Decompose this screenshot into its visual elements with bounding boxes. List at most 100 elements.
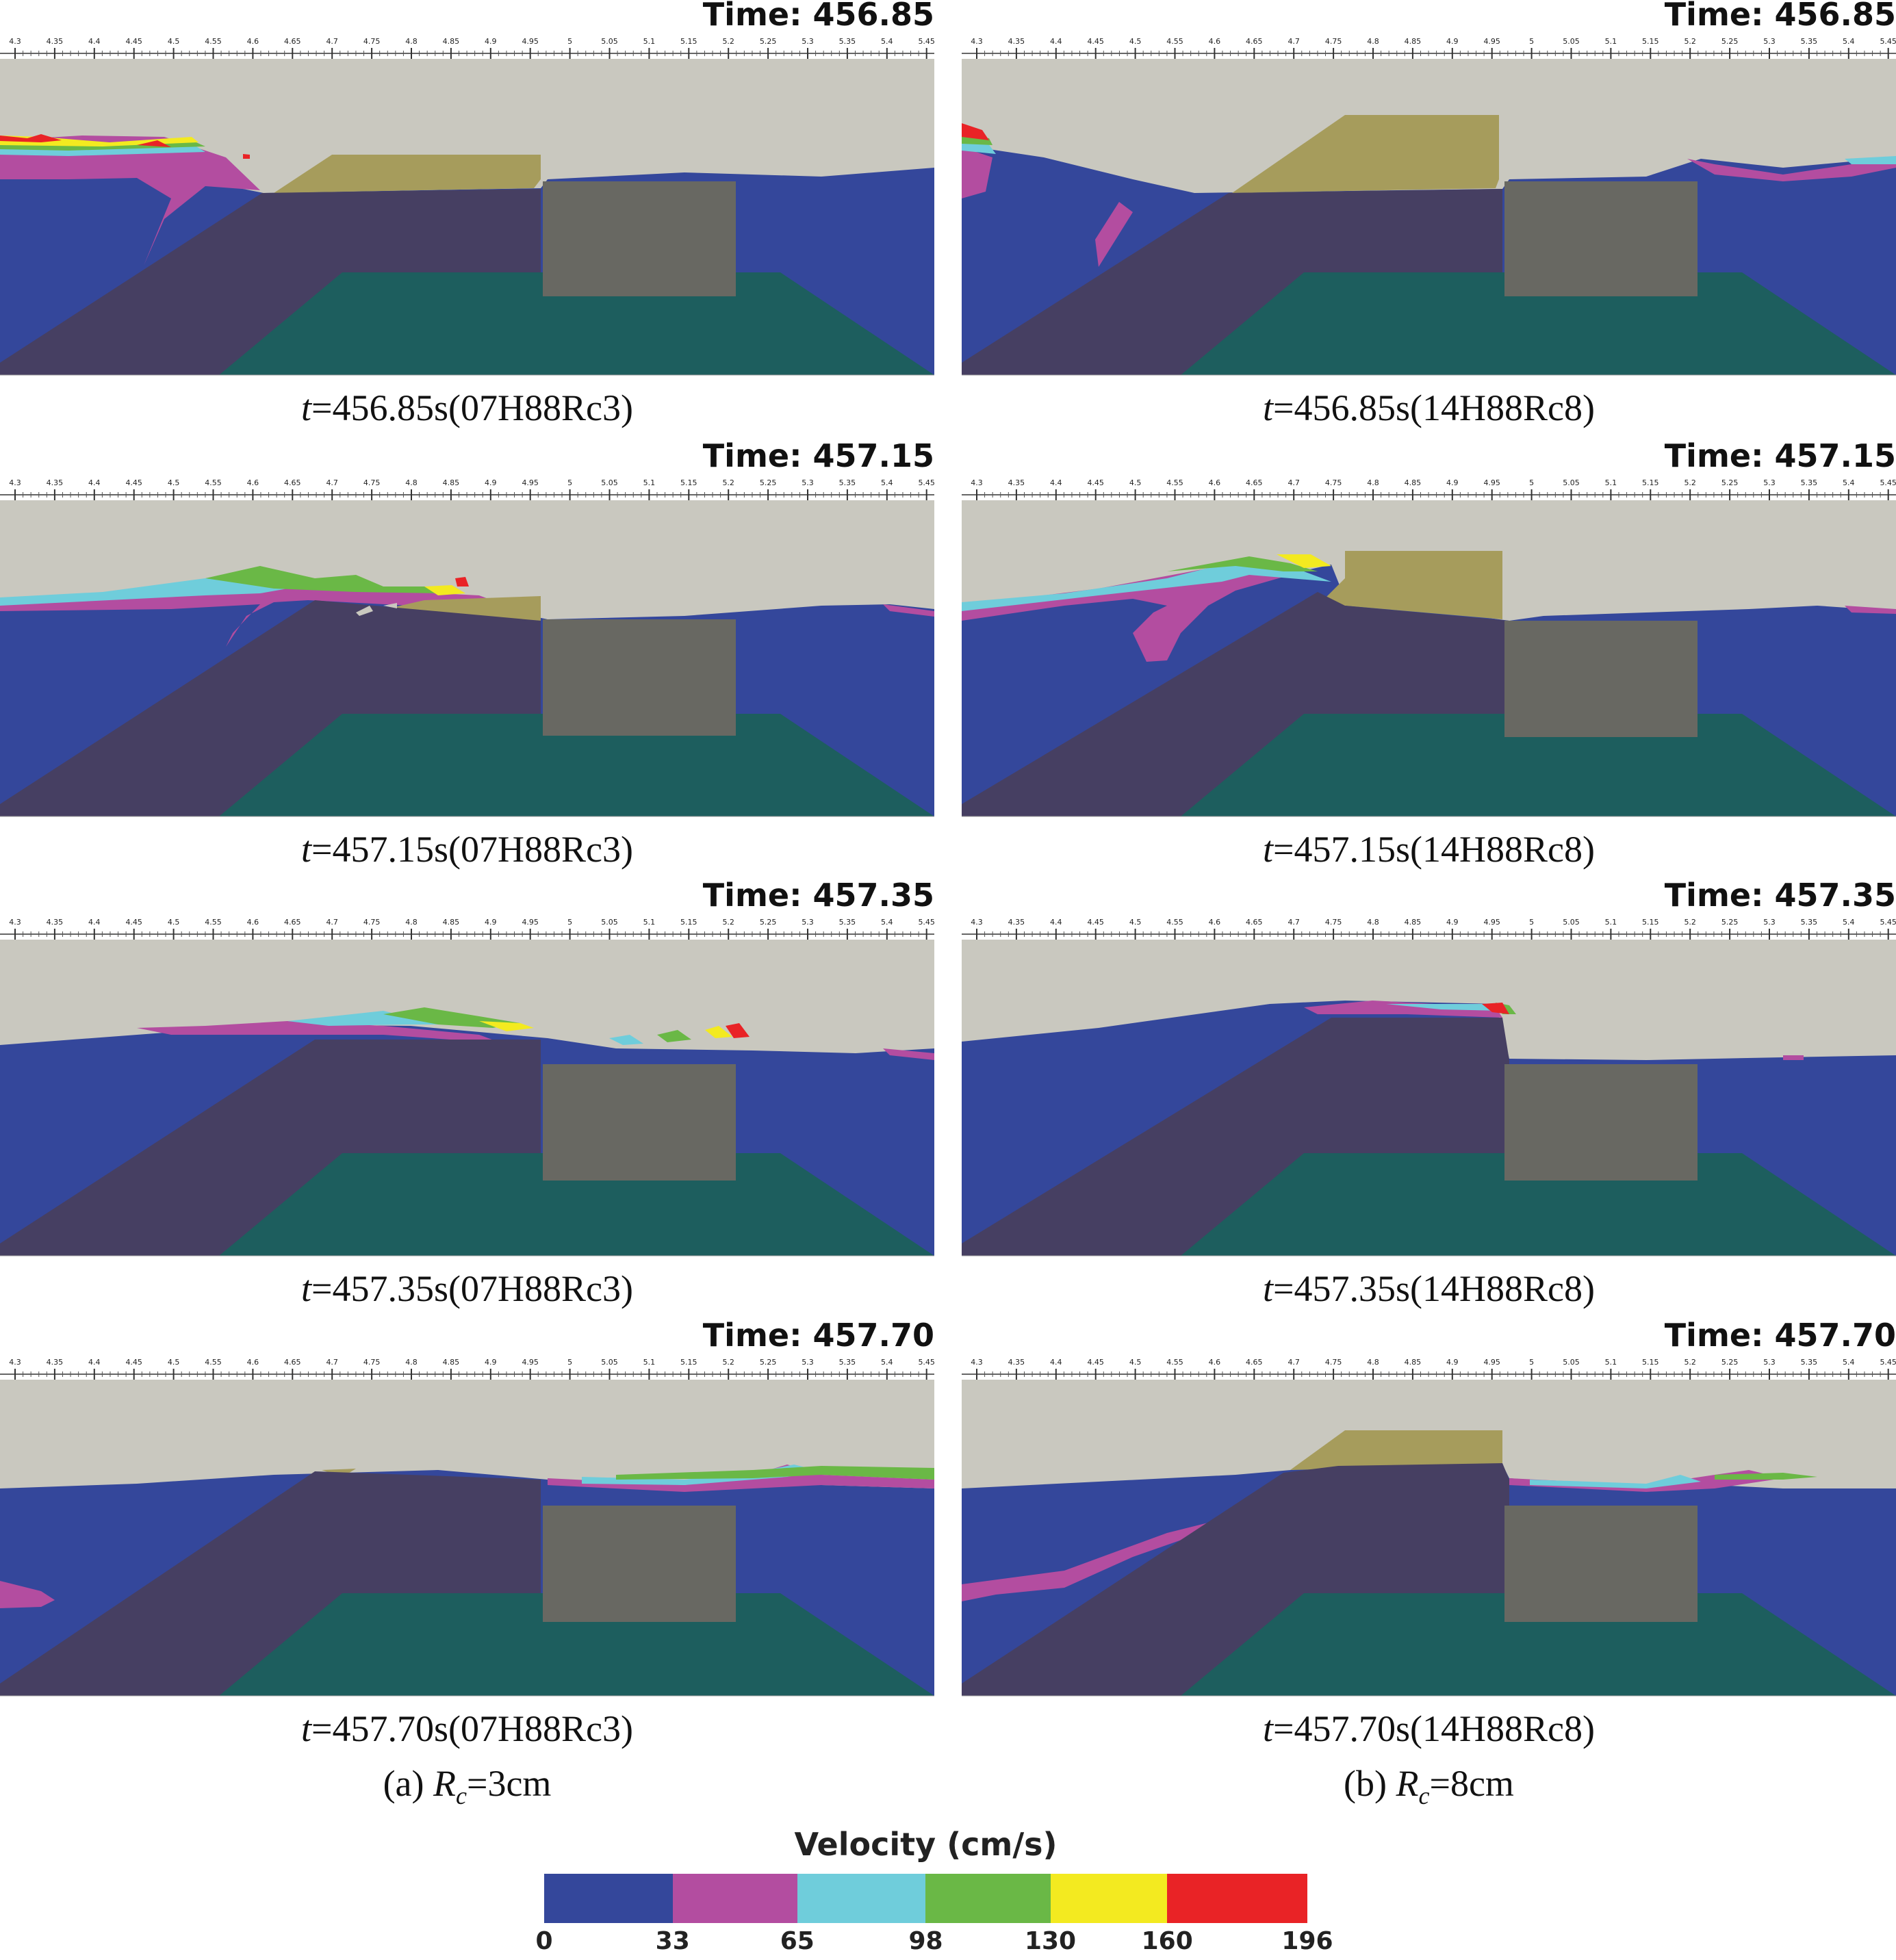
ruler-tick-label: 4.6 — [1209, 37, 1221, 46]
ruler-tick-label: 5.25 — [760, 1358, 777, 1367]
ruler-tick-label: 5.1 — [1605, 37, 1617, 46]
time-label: Time: 456.85 — [1664, 0, 1896, 33]
ruler-tick-label: 5.45 — [918, 37, 935, 46]
ruler-tick-label: 5.15 — [680, 478, 697, 487]
ruler-tick-label: 5.05 — [1563, 918, 1580, 927]
column-caption-prefix: (b) — [1344, 1763, 1387, 1804]
ruler-tick-label: 4.8 — [405, 37, 418, 46]
ruler-tick-label: 4.65 — [1246, 1358, 1263, 1367]
ruler-tick-label: 5.15 — [680, 918, 697, 927]
axis-ruler: 4.3 4.35 4.4 4.45 4.5 4.55 4.6 4.65 4.7 4.75 4.8 4.… — [962, 37, 1896, 59]
ruler-tick-label: 4.45 — [1087, 1358, 1104, 1367]
ruler-tick-label: 5 — [567, 478, 572, 487]
seabed — [219, 1153, 934, 1256]
ruler-tick-label: 5 — [567, 37, 572, 46]
velocity-band-98-130 — [616, 1466, 934, 1480]
ruler-tick-label: 5.4 — [1843, 478, 1855, 487]
ruler-tick-label: 5.4 — [1843, 37, 1855, 46]
panel-b-t4: Time: 457.70 4.3 4.35 4.4 4.45 4.5 4.55 4.6 4.6… — [962, 1317, 1896, 1749]
ruler-tick-label: 5 — [1529, 1358, 1534, 1367]
time-label: Time: 457.15 — [702, 437, 934, 474]
ruler-tick-label: 5.1 — [1605, 1358, 1617, 1367]
ruler-tick-label: 4.4 — [88, 1358, 101, 1367]
axis-ruler: 4.3 4.35 4.4 4.45 4.5 4.55 4.6 4.65 4.7 4.75 4.8 4.… — [962, 1358, 1896, 1380]
ruler-tick-label: 4.7 — [1288, 478, 1300, 487]
ruler-tick-label: 5.05 — [1563, 478, 1580, 487]
ruler-tick-label: 4.75 — [1325, 1358, 1342, 1367]
legend-tick-label: 65 — [780, 1927, 815, 1955]
velocity-band-65-98 — [1386, 1004, 1502, 1011]
panel-caption: t=456.85s(14H88Rc8) — [962, 387, 1896, 429]
ruler-tick-label: 4.3 — [9, 37, 21, 46]
panel-a-t3: Time: 457.35 4.3 4.35 4.4 4.45 4.5 4.55 4.6 4.6… — [0, 877, 935, 1309]
ruler-tick-label: 4.75 — [363, 1358, 381, 1367]
seabed — [219, 1593, 934, 1696]
column-caption-a: (a) Rc=3cm — [0, 1762, 934, 1810]
column-caption-b: (b) Rc=8cm — [962, 1762, 1896, 1810]
ruler-tick-label: 4.9 — [1446, 478, 1459, 487]
time-label: Time: 457.35 — [702, 877, 934, 914]
velocity-band-130-160 — [479, 1021, 732, 1038]
velocity-band-33-65 — [0, 1465, 934, 1608]
ruler-tick-label: 4.85 — [443, 478, 460, 487]
velocity-band-98-130 — [383, 1007, 691, 1042]
legend-swatch — [544, 1874, 673, 1923]
ruler-tick-label: 5.4 — [881, 1358, 893, 1367]
ruler-tick-label: 5 — [567, 918, 572, 927]
velocity-band-65-98 — [0, 578, 287, 606]
caption-time-var: t — [301, 387, 312, 428]
ruler-tick-label: 4.9 — [1446, 1358, 1459, 1367]
ruler-tick-label: 4.8 — [1367, 478, 1379, 487]
ruler-tick-label: 4.65 — [284, 37, 301, 46]
ruler-tick-label: 4.85 — [1405, 918, 1422, 927]
ruler-tick-label: 4.8 — [1367, 1358, 1379, 1367]
ruler-tick-label: 4.5 — [168, 37, 180, 46]
simulation-frame: 4.3 4.35 4.4 4.45 4.5 4.55 4.6 4.65 4.7 4.75 4.8 4.… — [0, 1358, 935, 1697]
ruler-tick-label: 5.3 — [1763, 918, 1776, 927]
ruler-tick-label: 4.9 — [1446, 37, 1459, 46]
ruler-tick-label: 5.45 — [918, 1358, 935, 1367]
panel-b-t1: Time: 456.85 4.3 4.35 4.4 4.45 4.5 4.55 4.6 4.6… — [962, 0, 1896, 428]
ruler-tick-label: 4.35 — [47, 918, 64, 927]
ruler-tick-label: 5.35 — [1801, 918, 1818, 927]
ruler-tick-label: 5.2 — [722, 918, 734, 927]
ruler-tick-label: 5 — [1529, 478, 1534, 487]
ruler-tick-label: 4.65 — [1246, 918, 1263, 927]
panel-caption: t=457.70s(07H88Rc3) — [0, 1707, 934, 1750]
ruler-tick-label: 4.75 — [363, 918, 381, 927]
ruler-tick-label: 5.2 — [722, 1358, 734, 1367]
panel-a-t4: Time: 457.70 4.3 4.35 4.4 4.45 4.5 4.55 4.6 4.6… — [0, 1317, 935, 1749]
ruler-tick-label: 5.35 — [839, 918, 856, 927]
ruler-tick-label: 5.05 — [601, 478, 618, 487]
ruler-tick-label: 5.25 — [760, 37, 777, 46]
seabed — [1181, 1153, 1896, 1256]
ruler-tick-label: 5.1 — [643, 37, 656, 46]
time-label: Time: 457.15 — [1664, 437, 1896, 474]
caption-text: =457.70s(07H88Rc3) — [311, 1708, 633, 1749]
ruler-tick-label: 5.25 — [760, 478, 777, 487]
ruler-tick-label: 4.4 — [1050, 1358, 1062, 1367]
ruler-tick-label: 4.95 — [1483, 918, 1500, 927]
ruler-tick-label: 4.75 — [363, 478, 381, 487]
caption-time-var: t — [301, 1268, 312, 1309]
ruler-tick-label: 4.75 — [1325, 478, 1342, 487]
ruler-tick-label: 4.3 — [9, 478, 21, 487]
seabed — [1181, 714, 1896, 816]
ruler-tick-label: 5.35 — [839, 478, 856, 487]
ruler-tick-label: 5.45 — [1880, 478, 1896, 487]
ruler-tick-label: 4.55 — [205, 1358, 222, 1367]
velocity-band-160-196 — [962, 123, 989, 140]
ruler-tick-label: 5.05 — [1563, 1358, 1580, 1367]
ruler-tick-label: 5.2 — [1684, 478, 1696, 487]
velocity-band-33-65 — [137, 1021, 934, 1060]
ruler-tick-label: 4.55 — [1166, 478, 1183, 487]
ruler-tick-label: 5.2 — [1684, 918, 1696, 927]
axis-ruler: 4.3 4.35 4.4 4.45 4.5 4.55 4.6 4.65 4.7 4.75 4.8 4.… — [0, 918, 935, 940]
ruler-tick-label: 5.45 — [1880, 37, 1896, 46]
ruler-tick-label: 4.7 — [326, 37, 338, 46]
ruler-tick-label: 5.4 — [881, 918, 893, 927]
panel-b-t2: Time: 457.15 4.3 4.35 4.4 4.45 4.5 4.55 4.6 4.6… — [962, 437, 1896, 870]
ruler-tick-label: 5.25 — [1721, 918, 1739, 927]
simulation-frame: 4.3 4.35 4.4 4.45 4.5 4.55 4.6 4.65 4.7 4.75 4.8 4.… — [962, 918, 1896, 1256]
caption-text: =456.85s(14H88Rc8) — [1273, 387, 1595, 428]
